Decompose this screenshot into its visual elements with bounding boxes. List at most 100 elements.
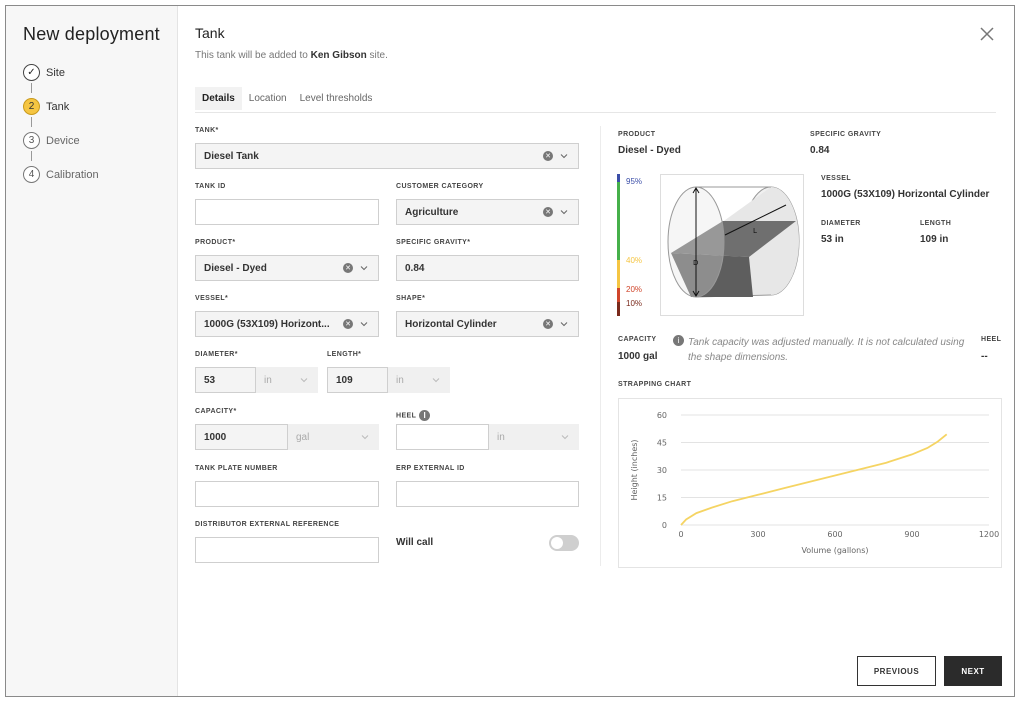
deployment-dialog: New deployment ✓ Site 2 Tank 3 Device 4 … — [5, 5, 1015, 697]
product-label: PRODUCT* — [195, 239, 236, 246]
y-tick-label: 30 — [657, 466, 667, 475]
diameter-input[interactable]: 53 — [195, 367, 256, 393]
close-icon[interactable] — [979, 26, 995, 42]
diameter-unit: in — [264, 374, 272, 386]
site-name: Ken Gibson — [310, 50, 367, 61]
length-input[interactable]: 109 — [327, 367, 388, 393]
step-number: 2 — [23, 98, 40, 115]
step-number: 4 — [23, 166, 40, 183]
tank-label: TANK* — [195, 127, 219, 134]
tab-level-thresholds[interactable]: Level thresholds — [299, 93, 373, 104]
chevron-down-icon — [360, 322, 368, 327]
tank-illustration: D L — [660, 174, 804, 316]
tab-details[interactable]: Details — [195, 87, 242, 110]
step-calibration[interactable]: 4 Calibration — [23, 166, 99, 183]
capacity-value: 1000 — [204, 431, 227, 443]
main-panel: Tank This tank will be added to Ken Gibs… — [178, 6, 1014, 696]
capacity-label: CAPACITY* — [195, 408, 237, 415]
diameter-label: DIAMETER* — [195, 351, 238, 358]
tab-bar: Details Location Level thresholds — [195, 85, 996, 113]
tank-plate-number-label: TANK PLATE NUMBER — [195, 465, 278, 472]
clear-icon[interactable]: ✕ — [543, 319, 553, 329]
clear-icon[interactable]: ✕ — [543, 151, 553, 161]
level-threshold-bar — [617, 174, 620, 316]
heel-input[interactable] — [396, 424, 489, 450]
length-label: LENGTH* — [327, 351, 362, 358]
previous-button[interactable]: PREVIOUS — [857, 656, 936, 686]
y-tick-label: 60 — [657, 411, 667, 420]
summary-heel-label: HEEL — [981, 336, 1002, 343]
y-tick-label: 45 — [657, 439, 667, 448]
shape-value: Horizontal Cylinder — [405, 318, 497, 330]
length-unit-select: in — [388, 367, 450, 393]
clear-icon[interactable]: ✕ — [543, 207, 553, 217]
summary-product-value: Diesel - Dyed — [618, 145, 681, 156]
distributor-external-reference-label: DISTRIBUTOR EXTERNAL REFERENCE — [195, 521, 340, 528]
chevron-down-icon — [560, 322, 568, 327]
y-tick-label: 15 — [657, 494, 667, 503]
page-title: Tank — [195, 25, 225, 41]
step-label: Calibration — [46, 168, 99, 181]
subtitle-prefix: This tank will be added to — [195, 50, 311, 61]
next-button[interactable]: NEXT — [944, 656, 1002, 686]
tab-location[interactable]: Location — [248, 93, 287, 104]
product-value: Diesel - Dyed — [204, 262, 267, 274]
specific-gravity-label: SPECIFIC GRAVITY* — [396, 239, 471, 246]
strapping-chart-box: 0 15 30 45 60 0 300 600 900 1200 Volume (gallons) H… — [618, 398, 1002, 568]
product-select[interactable]: Diesel - Dyed ✕ — [195, 255, 379, 281]
tank-select[interactable]: Diesel Tank ✕ — [195, 143, 579, 169]
vessel-select[interactable]: 1000G (53X109) Horizont... ✕ — [195, 311, 379, 337]
shape-select[interactable]: Horizontal Cylinder ✕ — [396, 311, 579, 337]
column-divider — [600, 126, 601, 566]
step-connector — [31, 151, 32, 161]
summary-product-label: PRODUCT — [618, 131, 656, 138]
chevron-down-icon — [561, 435, 569, 440]
subtitle-suffix: site. — [366, 50, 388, 61]
erp-external-id-input[interactable] — [396, 481, 579, 507]
strapping-chart-label: STRAPPING CHART — [618, 381, 692, 388]
tank-id-input[interactable] — [195, 199, 379, 225]
summary-length-label: LENGTH — [920, 220, 952, 227]
x-axis-label: Volume (gallons) — [801, 546, 868, 555]
chevron-down-icon — [560, 210, 568, 215]
wizard-title: New deployment — [23, 24, 160, 44]
will-call-label: Will call — [396, 537, 434, 548]
summary-sg-value: 0.84 — [810, 145, 830, 156]
distributor-external-reference-input[interactable] — [195, 537, 379, 563]
heel-label: HEEL — [396, 412, 417, 420]
summary-capacity-value: 1000 gal — [618, 351, 658, 362]
x-tick-label: 0 — [678, 530, 683, 539]
step-device[interactable]: 3 Device — [23, 132, 80, 149]
will-call-toggle[interactable] — [549, 535, 579, 551]
capacity-unit: gal — [296, 431, 310, 443]
chevron-down-icon — [560, 154, 568, 159]
level-40: 40% — [626, 256, 643, 265]
customer-category-select[interactable]: Agriculture ✕ — [396, 199, 579, 225]
step-number: 3 — [23, 132, 40, 149]
step-connector — [31, 83, 32, 93]
level-95: 95% — [626, 177, 643, 186]
customer-category-value: Agriculture — [405, 206, 459, 218]
x-tick-label: 900 — [904, 530, 919, 539]
heel-unit: in — [497, 431, 505, 443]
step-label: Device — [46, 134, 80, 147]
clear-icon[interactable]: ✕ — [343, 263, 353, 273]
diameter-value: 53 — [204, 374, 216, 386]
capacity-input[interactable]: 1000 — [195, 424, 288, 450]
step-tank[interactable]: 2 Tank — [23, 98, 69, 115]
y-axis-label: Height (inches) — [630, 439, 639, 500]
tank-plate-number-input[interactable] — [195, 481, 379, 507]
specific-gravity-input[interactable]: 0.84 — [396, 255, 579, 281]
shape-label: SHAPE* — [396, 295, 426, 302]
summary-vessel-value: 1000G (53X109) Horizontal Cylinder — [821, 189, 990, 200]
summary-heel-value: -- — [981, 351, 988, 362]
diameter-unit-select: in — [256, 367, 318, 393]
level-20: 20% — [626, 285, 643, 294]
step-connector — [31, 117, 32, 127]
step-site[interactable]: ✓ Site — [23, 64, 65, 81]
clear-icon[interactable]: ✕ — [343, 319, 353, 329]
summary-sg-label: SPECIFIC GRAVITY — [810, 131, 882, 138]
info-icon[interactable]: i — [419, 410, 431, 421]
info-icon[interactable]: i — [673, 335, 684, 346]
